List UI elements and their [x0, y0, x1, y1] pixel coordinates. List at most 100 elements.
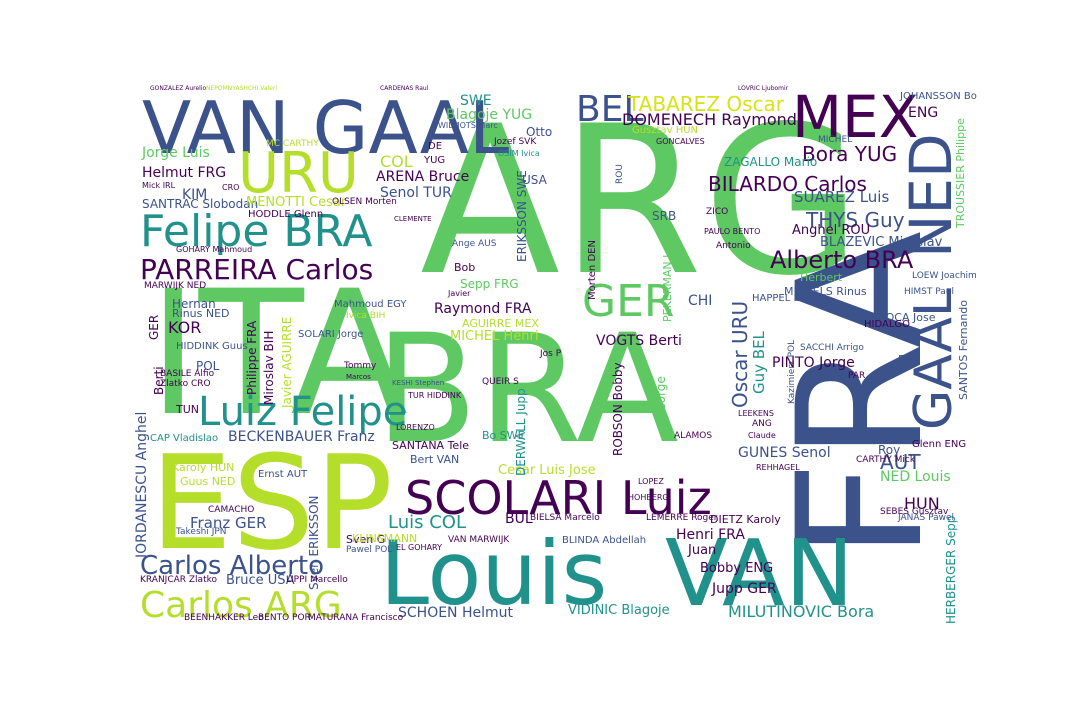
word-mex: MEX	[792, 83, 919, 151]
word-marcos: Marcos	[346, 373, 371, 381]
word-queiroz: QUEIR S	[482, 377, 519, 387]
word-scolari-luiz: SCOLARI Luiz	[405, 471, 712, 525]
word-prk: PRK	[898, 353, 920, 366]
word-zlatko-cro: Zlatko CRO	[160, 379, 211, 389]
word-srb: SRB	[652, 209, 677, 223]
word-solari-jorge: SOLARI Jorge	[298, 329, 364, 340]
word-bora-yug: Bora YUG	[802, 142, 898, 166]
word-bento-por: BENTO POR	[258, 613, 311, 623]
word-carthy-mick: CARTHY Mick	[856, 455, 916, 465]
word-lippi-marcello: LIPPI Marcello	[286, 575, 348, 585]
word-george: George	[654, 376, 668, 420]
word-mc-carthy: MC CARTHY	[266, 139, 319, 149]
word-hoddle-glenn: HODDLE Glenn	[248, 209, 324, 220]
word-ange-aus: Ange AUS	[452, 239, 497, 249]
word-eriksson-swe: ERIKSSON SWE	[515, 170, 529, 262]
word-par: PAR	[848, 371, 866, 381]
word-rinus-ned: Rinus NED	[172, 307, 230, 320]
word-roy: Roy	[878, 443, 901, 457]
word-vogts-berti: VOGTS Berti	[596, 333, 682, 349]
word-pinto-jorge: PINTO Jorge	[772, 355, 855, 371]
word-klinsmann: KLINSMANN	[352, 532, 418, 545]
word-esp: ESP	[150, 427, 394, 579]
word-guy-bel: Guy BEL	[750, 331, 768, 394]
word-usa: USA	[522, 173, 547, 187]
word-aut: AUT	[880, 450, 921, 474]
word-kashi-stephen: KESHI Stephen	[392, 379, 445, 387]
word-bilardo-carlos: BILARDO Carlos	[708, 172, 867, 196]
word-takeshi-jpn: Takeshi JPN	[176, 527, 227, 537]
word-felipe-bra: Felipe BRA	[140, 206, 373, 257]
word-jupp-ger: Jupp GER	[712, 581, 777, 597]
word-javier-aguirre: Javier AGUIRRE	[280, 316, 294, 408]
word-beenhakker-leo: BEENHAKKER Leo	[184, 613, 264, 623]
word-tur-hiddink: TUR HIDDINK	[408, 391, 462, 400]
word-vidinic-blagoje: VIDINIC Blagoje	[568, 603, 670, 618]
word-zagallo-mario: ZAGALLO Mario	[724, 155, 818, 169]
word-glenn-eng: Glenn ENG	[912, 439, 967, 450]
word-lima-jupp: DERWALL Jupp	[514, 388, 528, 476]
word-bel: BEL	[576, 89, 644, 130]
word-osim-ivica: OSIM Ivica	[498, 149, 540, 158]
word-mick-irl: Mick IRL	[142, 181, 176, 190]
word-gonzalez-aurelio: GONZALEZ Aurelio	[150, 85, 207, 92]
word-eng: ENG	[908, 105, 939, 121]
word-luiz-felipe: Luiz Felipe	[198, 389, 408, 435]
word-ger-rot: GER	[147, 314, 161, 340]
word-van: VAN	[665, 520, 854, 627]
word-otto: Otto	[526, 125, 553, 139]
word-kim: KIM	[182, 187, 208, 203]
word-marwijk-ned: MARWIJK NED	[144, 281, 207, 291]
word-ivica-bih: Ivica BIH	[346, 311, 386, 321]
word-santana-tele: SANTANA Tele	[392, 439, 470, 452]
word-gonzalez-ang: GONCALVES	[656, 137, 705, 146]
word-maturana-francisco: MATURANA Francisco	[308, 613, 404, 623]
word-sepp-frg: Sepp FRG	[460, 277, 519, 291]
word-basile-alfio: BASILE Alfio	[160, 369, 215, 379]
word-roca-jose: ROCA Jose	[878, 311, 936, 324]
word-gunes-senol: GUNES Senol	[738, 445, 831, 461]
word-swe: SWE	[460, 93, 492, 109]
word-rou: ROU	[615, 164, 625, 184]
word-nepomnyashchi-valeri: NEPOMNYASHCHI Valeri	[206, 85, 278, 92]
word-claude: Claude	[748, 431, 776, 440]
word-cap-vladislao: CAP Vladislao	[150, 433, 219, 444]
word-tun: TUN	[176, 403, 199, 416]
word-carlos-alberto: Carlos Alberto	[140, 551, 325, 581]
word-camacho: CAMACHO	[208, 505, 255, 515]
word-arg: ARG	[420, 83, 862, 321]
word-himst-paul: HIMST Paul	[904, 287, 955, 297]
word-jorge-luis: Jorge Luis	[142, 145, 210, 161]
word-blagoje-yug: Blagoje YUG	[446, 107, 533, 123]
word-arena-bruce: ARENA Bruce	[376, 169, 470, 185]
word-santos-fernando: SANTOS Fernando	[957, 299, 970, 400]
word-ita: ITA	[148, 253, 409, 454]
word-milutinovic-bora: MILUTINOVIC Bora	[728, 602, 875, 621]
word-thys-guy: THYS Guy	[806, 208, 905, 232]
word-johansson-bo: JOHANSSON Bo	[900, 91, 977, 102]
word-kazimierz-pol: Kazimierz POL	[787, 339, 797, 404]
word-parreira-carlos: PARREIRA Carlos	[140, 253, 374, 286]
word-uru: URU	[238, 141, 359, 206]
word-robson-bobby: ROBSON Bobby	[611, 362, 625, 456]
word-ned-louis: NED Louis	[880, 469, 951, 485]
word-tabarez-oscar: TABAREZ Oscar	[628, 92, 784, 116]
word-kor: KOR	[168, 318, 202, 337]
word-leekens: LEEKENS	[738, 409, 774, 418]
word-chi: CHI	[688, 293, 713, 309]
word-lopez: LOPEZ	[638, 477, 664, 486]
word-pol: POL	[196, 359, 220, 373]
word-hidalgo: HIDALGO	[864, 319, 911, 330]
word-juan: Juan	[688, 543, 717, 558]
word-cardenas-raul: CARDENAS Raul	[380, 85, 429, 92]
word-santrac-slobodan: SANTRAC Slobodan	[142, 197, 259, 211]
word-yug-small: YUG	[424, 155, 446, 166]
word-hernan: Hernan	[172, 297, 216, 311]
word-karoly-hun: Karoly HUN	[172, 461, 235, 474]
word-wilmots-marc: WILMOTS Marc	[438, 121, 498, 130]
word-kranjcar-zlatko: KRANJCAR Zlatko	[140, 575, 217, 585]
word-abdellah: BLINDA Abdellah	[562, 535, 647, 546]
word-sebes-gusztav: SEBES Gusztav	[880, 507, 949, 517]
word-oscar-uru: Oscar URU	[728, 300, 752, 408]
word-hiddink-guus: HIDDINK Guus	[176, 341, 248, 352]
